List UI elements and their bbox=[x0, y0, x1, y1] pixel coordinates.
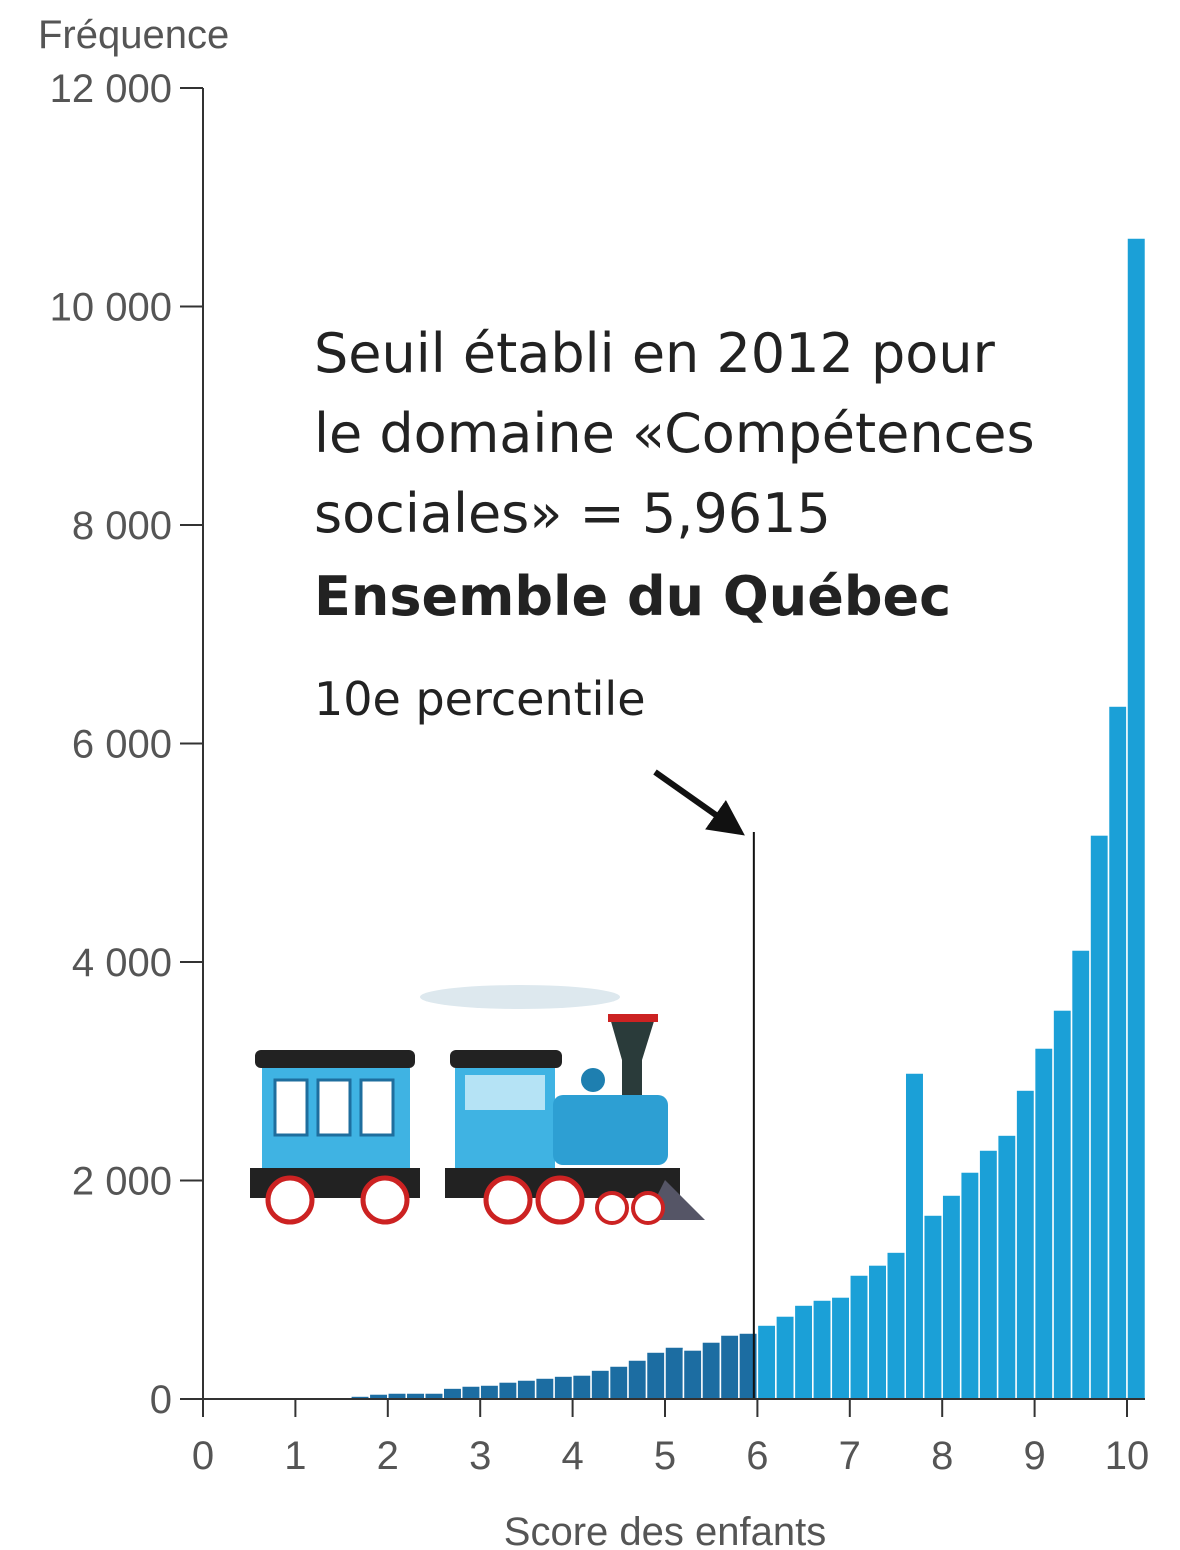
x-tick-label: 1 bbox=[284, 1434, 306, 1478]
bar bbox=[701, 1341, 722, 1400]
bar bbox=[442, 1387, 463, 1400]
bar bbox=[516, 1379, 537, 1400]
y-tick-label: 6 000 bbox=[72, 723, 172, 767]
x-tick-label: 9 bbox=[1023, 1434, 1045, 1478]
y-tick-label: 4 000 bbox=[72, 941, 172, 985]
annotation-line: le domaine «Compétences bbox=[314, 402, 1035, 465]
x-tick-label: 8 bbox=[931, 1434, 953, 1478]
bar bbox=[886, 1251, 906, 1400]
train-illustration bbox=[250, 985, 705, 1225]
bar bbox=[756, 1324, 777, 1400]
bar bbox=[645, 1351, 666, 1400]
y-tick-label: 8 000 bbox=[72, 504, 172, 548]
bar bbox=[793, 1304, 814, 1400]
x-tick-label: 5 bbox=[654, 1434, 676, 1478]
annotation-line: sociales» = 5,9615 bbox=[314, 482, 831, 545]
bar bbox=[959, 1171, 980, 1400]
annotation-line: Seuil établi en 2012 pour bbox=[314, 322, 996, 385]
bar bbox=[812, 1299, 833, 1400]
bar bbox=[978, 1149, 999, 1400]
y-tick-label: 12 000 bbox=[50, 67, 172, 111]
bar bbox=[1033, 1047, 1054, 1400]
x-tick-label: 2 bbox=[377, 1434, 399, 1478]
x-tick-label: 10 bbox=[1105, 1434, 1150, 1478]
bar bbox=[664, 1346, 685, 1400]
bar bbox=[608, 1365, 629, 1400]
bar bbox=[534, 1377, 555, 1400]
x-tick-label: 0 bbox=[192, 1434, 214, 1478]
bar bbox=[849, 1274, 870, 1400]
bar bbox=[553, 1375, 574, 1400]
bar bbox=[941, 1194, 962, 1400]
bar bbox=[922, 1214, 943, 1400]
bar bbox=[479, 1384, 500, 1400]
bar bbox=[996, 1134, 1017, 1400]
annotation-arrow bbox=[653, 769, 745, 836]
x-tick-label: 3 bbox=[469, 1434, 491, 1478]
bar bbox=[1015, 1089, 1036, 1400]
bar bbox=[1126, 237, 1147, 1400]
y-tick-label: 0 bbox=[150, 1378, 172, 1422]
bar bbox=[1089, 834, 1110, 1400]
bar bbox=[497, 1381, 518, 1400]
bar bbox=[830, 1296, 851, 1400]
bar bbox=[571, 1374, 592, 1400]
bar bbox=[460, 1385, 481, 1400]
annotation-arrow-label: 10e percentile bbox=[314, 672, 646, 726]
bar bbox=[719, 1334, 740, 1400]
bar bbox=[627, 1359, 648, 1400]
y-axis-label: Fréquence bbox=[38, 13, 229, 57]
x-tick-label: 4 bbox=[561, 1434, 583, 1478]
bar bbox=[867, 1264, 888, 1400]
bar bbox=[590, 1369, 611, 1400]
x-tick-label: 7 bbox=[839, 1434, 861, 1478]
y-tick-label: 10 000 bbox=[50, 286, 172, 330]
annotation-bold: Ensemble du Québec bbox=[314, 565, 951, 628]
bar bbox=[904, 1072, 925, 1400]
x-tick-label: 6 bbox=[746, 1434, 768, 1478]
bar bbox=[1107, 705, 1128, 1400]
bar bbox=[682, 1349, 703, 1400]
bar bbox=[775, 1315, 796, 1400]
bar bbox=[1052, 1009, 1073, 1400]
x-axis-label: Score des enfants bbox=[504, 1510, 826, 1550]
bar bbox=[1070, 949, 1091, 1400]
y-tick-label: 2 000 bbox=[72, 1160, 172, 1204]
